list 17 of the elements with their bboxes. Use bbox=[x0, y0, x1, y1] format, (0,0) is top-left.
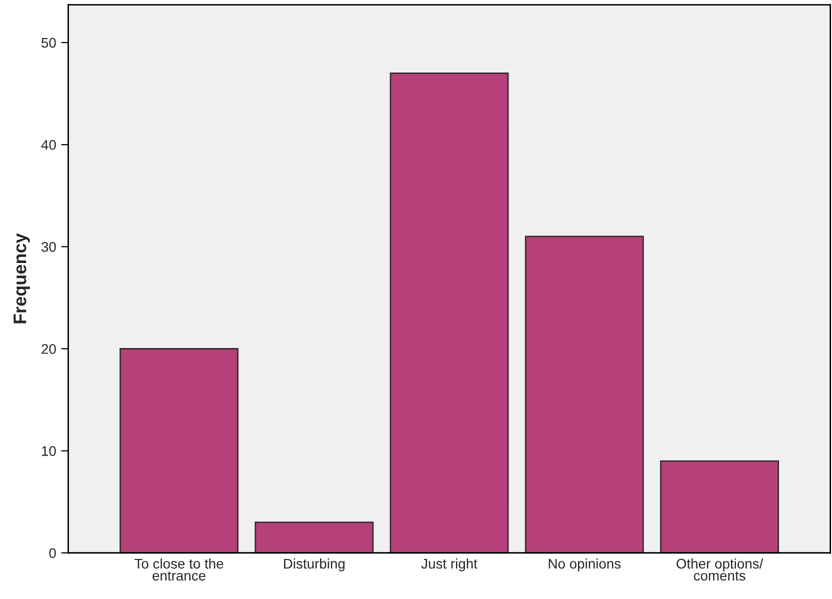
x-tick-label: To close to the entrance bbox=[134, 558, 224, 581]
y-tick-label: 20 bbox=[42, 344, 56, 354]
y-tick-label: 10 bbox=[42, 446, 56, 456]
y-axis-title: Frequency bbox=[14, 233, 30, 324]
y-tick-label: 50 bbox=[42, 38, 56, 48]
bar bbox=[660, 460, 780, 553]
x-tick-label: Other options/ coments bbox=[676, 558, 764, 581]
bar bbox=[120, 348, 238, 553]
bar bbox=[390, 72, 509, 553]
x-tick-label: Just right bbox=[421, 558, 478, 572]
bar bbox=[254, 522, 374, 553]
y-tick-label: 0 bbox=[49, 548, 56, 558]
x-tick-label: Disturbing bbox=[284, 558, 345, 572]
x-tick-label: No opinions bbox=[548, 558, 621, 572]
bar bbox=[524, 236, 644, 553]
y-tick-label: 40 bbox=[41, 140, 56, 150]
y-tick-label: 30 bbox=[42, 242, 56, 252]
